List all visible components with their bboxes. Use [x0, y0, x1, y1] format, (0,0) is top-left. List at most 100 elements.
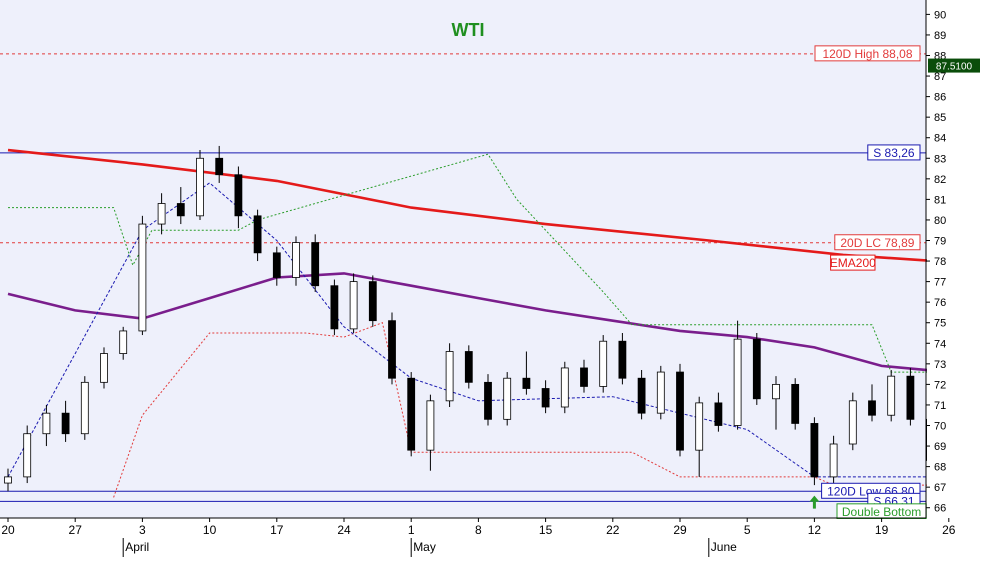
y-tick-label-13: 79	[934, 236, 946, 248]
candle-body-33	[637, 377, 646, 414]
candle-body-42	[810, 423, 819, 478]
y-tick-label-7: 73	[934, 359, 946, 371]
y-tick-label-10: 76	[934, 297, 946, 309]
x-tick-label-4: 17	[270, 523, 284, 537]
x-tick-label-8: 15	[539, 523, 553, 537]
candle-body-3	[61, 412, 70, 435]
candle-body-35	[676, 371, 684, 451]
candle-body-0	[4, 476, 12, 484]
x-tick-label-10: 29	[673, 523, 687, 537]
candle-body-9	[176, 203, 185, 217]
y-tick-label-16: 82	[934, 174, 946, 186]
level-label-box-2	[834, 234, 921, 251]
candle-body-37	[714, 402, 723, 426]
candle-body-41	[791, 383, 800, 424]
x-tick-label-7: 8	[475, 523, 482, 537]
candle-body-23	[445, 351, 454, 402]
candle-body-40	[772, 383, 780, 400]
up-arrow-icon-0	[809, 495, 820, 509]
candle-body-1	[23, 433, 32, 478]
y-tick-label-14: 80	[934, 215, 946, 227]
candle-body-26	[503, 377, 512, 420]
x-tick-label-13: 19	[875, 523, 889, 537]
y-tick-label-3: 69	[934, 441, 946, 453]
y-tick-label-23: 89	[934, 30, 946, 42]
candle-body-5	[100, 353, 108, 383]
candle-body-11	[215, 157, 224, 176]
series-line-trailing-stop	[8, 153, 981, 373]
y-tick-label-18: 84	[934, 133, 946, 145]
up-arrow-shaft-0	[812, 500, 816, 509]
candle-body-24	[464, 351, 473, 383]
candle-body-12	[234, 174, 243, 217]
candle-body-8	[157, 203, 166, 225]
annotation-0: EMA200	[830, 256, 876, 270]
x-tick-label-5: 24	[337, 523, 351, 537]
candle-body-16	[311, 242, 320, 287]
x-tick-label-9: 22	[606, 523, 620, 537]
y-tick-label-15: 81	[934, 194, 946, 206]
candle-body-36	[695, 402, 704, 451]
x-tick-label-1: 27	[69, 523, 83, 537]
candle-body-46	[887, 375, 896, 416]
candle-body-39	[752, 338, 761, 400]
level-label-2: 20D LC 78,89	[840, 236, 914, 250]
y-tick-label-17: 83	[934, 153, 946, 165]
candle-body-13	[253, 215, 262, 254]
candle-body-30	[580, 367, 588, 387]
candle-body-25	[484, 381, 492, 420]
y-tick-label-9: 75	[934, 318, 946, 330]
candle-body-32	[618, 340, 627, 379]
candle-body-19	[368, 281, 377, 322]
y-axis-background	[927, 0, 981, 557]
candle-body-20	[388, 320, 396, 379]
level-label-0: 120D High 88,08	[822, 47, 912, 61]
y-tick-label-24: 90	[934, 9, 946, 21]
annotation-box-0	[830, 254, 876, 271]
x-tick-label-0: 20	[1, 523, 15, 537]
up-arrow-head-0	[809, 495, 820, 502]
y-tick-label-21: 87	[934, 71, 946, 83]
candle-body-29	[560, 367, 569, 408]
series-line-trailing-low	[113, 322, 981, 498]
last-price-label: 87.5100	[936, 62, 973, 73]
y-tick-label-1: 67	[934, 482, 946, 494]
candle-body-18	[349, 281, 358, 330]
y-tick-label-8: 74	[934, 338, 946, 350]
x-tick-label-3: 10	[203, 523, 217, 537]
candle-body-38	[733, 338, 742, 426]
level-label-box-0	[814, 45, 921, 62]
candle-body-43	[829, 443, 838, 478]
level-label-1: S 83,26	[873, 146, 915, 160]
annotation-4: Double Bottom	[842, 505, 921, 519]
x-tick-label-14: 26	[942, 523, 956, 537]
x-tick-label-2: 3	[139, 523, 146, 537]
y-tick-label-0: 66	[934, 503, 946, 515]
series-line-ema50	[7, 272, 981, 377]
candle-body-44	[848, 400, 857, 445]
y-tick-label-12: 78	[934, 256, 946, 268]
candle-body-2	[42, 412, 51, 435]
candle-body-6	[119, 330, 128, 354]
month-label-2: June	[711, 540, 737, 554]
candle-body-10	[196, 157, 204, 217]
candle-body-28	[541, 388, 550, 408]
candle-body-27	[522, 377, 531, 389]
x-axis-background	[0, 519, 981, 557]
y-tick-label-2: 68	[934, 462, 946, 474]
y-tick-label-20: 86	[934, 92, 946, 104]
y-tick-label-11: 77	[934, 277, 946, 289]
level-label-box-1	[867, 144, 921, 161]
plot-background	[0, 0, 926, 518]
candle-body-45	[868, 400, 876, 416]
month-label-0: April	[125, 540, 149, 554]
candle-body-34	[656, 371, 665, 414]
candle-body-7	[138, 223, 147, 332]
candle-body-4	[80, 381, 89, 435]
candle-body-31	[599, 340, 608, 387]
y-tick-label-5: 71	[934, 400, 946, 412]
candle-body-17	[330, 285, 339, 330]
y-tick-label-6: 72	[934, 379, 946, 391]
